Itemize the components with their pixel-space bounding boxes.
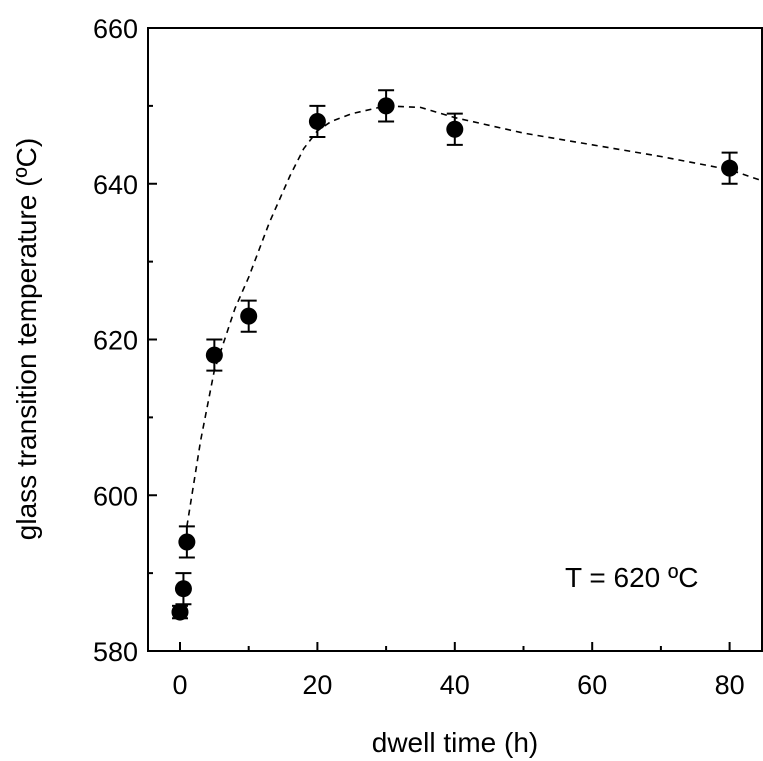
y-tick-label: 640 [93, 170, 138, 200]
y-axis-title: glass transition temperature (ºC) [11, 138, 42, 540]
data-point [178, 533, 196, 551]
x-tick-label: 80 [715, 670, 745, 700]
data-point [240, 307, 258, 325]
fit-curve [186, 105, 763, 527]
y-tick-label: 660 [93, 14, 138, 44]
x-tick-label: 0 [172, 670, 187, 700]
data-points [171, 97, 739, 621]
temperature-annotation: T = 620 ºC [565, 562, 698, 593]
data-point [308, 112, 326, 130]
data-point [446, 120, 464, 138]
data-point [205, 346, 223, 364]
data-point [174, 580, 192, 598]
y-tick-label: 620 [93, 326, 138, 356]
axis-tick-labels: 580 600 620 640 660 0 20 40 60 80 [93, 14, 745, 700]
x-tick-label: 40 [440, 670, 470, 700]
y-tick-label: 600 [93, 481, 138, 511]
x-tick-label: 60 [577, 670, 607, 700]
data-point [377, 97, 395, 115]
y-tick-label: 580 [93, 637, 138, 667]
x-tick-label: 20 [302, 670, 332, 700]
data-point [721, 159, 739, 177]
axis-ticks [148, 27, 731, 652]
data-point [171, 603, 189, 621]
fit-curve-line [186, 105, 763, 527]
x-axis-title: dwell time (h) [372, 727, 538, 758]
error-bars [172, 89, 738, 620]
